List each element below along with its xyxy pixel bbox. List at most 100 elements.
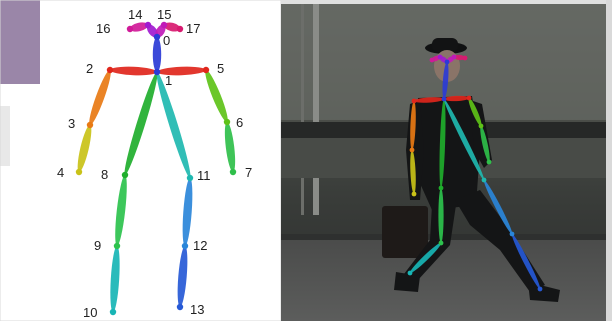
photo-joint-16 [429,57,435,63]
photo-limb-right-shoulder [413,97,445,103]
photo-joint-15 [451,54,457,60]
photo-limb-left-shoulder [443,95,470,102]
photo-joint-8 [438,185,444,191]
photo-limb-right-forearm [410,149,416,195]
joint-1 [153,68,161,76]
joint-14 [144,21,152,29]
photo-skeleton-joints [407,54,543,292]
photo-right-strip [606,0,612,321]
shoe-left [394,272,420,292]
photo-limb-head-left-ear [453,54,466,61]
joint-6 [223,118,231,126]
limb-right-upper-arm [89,69,111,126]
briefcase [382,206,428,258]
slide-fragment-gap [0,84,40,106]
photo-joint-13 [537,286,543,292]
joint-12 [181,242,189,250]
photo-limb-left-shin [511,233,541,290]
limb-right-thigh [115,174,127,247]
joint-2 [106,66,114,74]
limb-left-forearm [224,121,236,173]
photo-limb-right-upper-arm [410,100,416,151]
joint-4 [75,168,83,176]
joint-16 [126,25,134,33]
photo-joint-9 [438,240,444,246]
photo-joint-6 [478,123,484,129]
photo-limb-left-thigh [483,179,513,235]
limb-left-thigh [182,177,193,247]
joint-17 [176,25,184,33]
slide-edge [0,106,10,166]
limb-head-right-eye [146,24,159,38]
limb-neck [152,37,162,72]
photo-top-strip [281,0,612,4]
keypoint-label-12: 12 [193,238,207,253]
limb-left-torso [156,71,191,179]
joint-10 [109,308,117,316]
skeleton-joints [75,21,237,316]
photo-limb-right-torso [439,98,446,189]
photo-joint-1 [441,96,447,102]
joint-5 [202,66,210,74]
limb-left-upper-arm [205,69,228,123]
walking-person-photo [281,0,612,321]
torso [414,96,480,210]
photo-joint-12 [509,231,515,237]
keypoint-label-0: 0 [163,33,170,48]
keypoint-label-10: 10 [83,305,97,320]
photo-joint-2 [411,98,417,104]
joint-9 [113,242,121,250]
photo-joint-4 [411,191,417,197]
door-frame-edge [301,0,304,215]
limb-right-forearm [77,124,92,173]
limb-left-shoulder [156,66,207,76]
photo-joint-11 [481,177,487,183]
joint-3 [86,121,94,129]
photo-joint-10 [407,270,413,276]
photo-skeleton-limbs [409,54,541,290]
photo-limb-neck [442,61,449,100]
photo-joint-7 [486,159,492,165]
keypoint-label-11: 11 [197,168,211,183]
photo-joint-14 [437,54,443,60]
keypoint-label-4: 4 [57,165,64,180]
floor [281,238,612,321]
keypoint-label-17: 17 [186,21,200,36]
limb-right-shoulder [109,66,158,76]
joint-15 [160,21,168,29]
limb-right-torso [124,71,158,176]
keypoint-label-13: 13 [190,302,204,317]
keypoint-label-5: 5 [217,61,224,76]
joint-8 [121,171,129,179]
keypoint-label-1: 1 [165,73,172,88]
shoe-right [528,282,560,302]
keypoint-label-16: 16 [96,21,110,36]
door-frame [313,0,319,215]
joint-0 [153,33,161,41]
slide-fragment [0,0,40,84]
photo-limb-left-upper-arm [468,97,482,127]
keypoint-label-7: 7 [245,165,252,180]
diagram-background [0,0,281,321]
photo-joint-3 [409,147,415,153]
keypoint-label-3: 3 [68,116,75,131]
keypoint-label-2: 2 [86,61,93,76]
photo-joint-0 [444,59,450,65]
joint-11 [186,174,194,182]
keypoint-label-8: 8 [101,167,108,182]
keypoint-label-15: 15 [157,7,171,22]
keypoint-label-9: 9 [94,238,101,253]
keypoint-label-6: 6 [236,115,243,130]
limb-head-left-ear [163,22,181,32]
photo-joint-5 [466,95,472,101]
skeleton-limbs [77,22,236,313]
photo-limb-left-forearm [480,125,490,163]
leg-right [455,190,545,292]
limb-left-shin [177,245,188,308]
photo-joint-17 [462,55,468,61]
keypoint-label-14: 14 [128,7,142,22]
photo-limb-left-torso [443,98,485,181]
